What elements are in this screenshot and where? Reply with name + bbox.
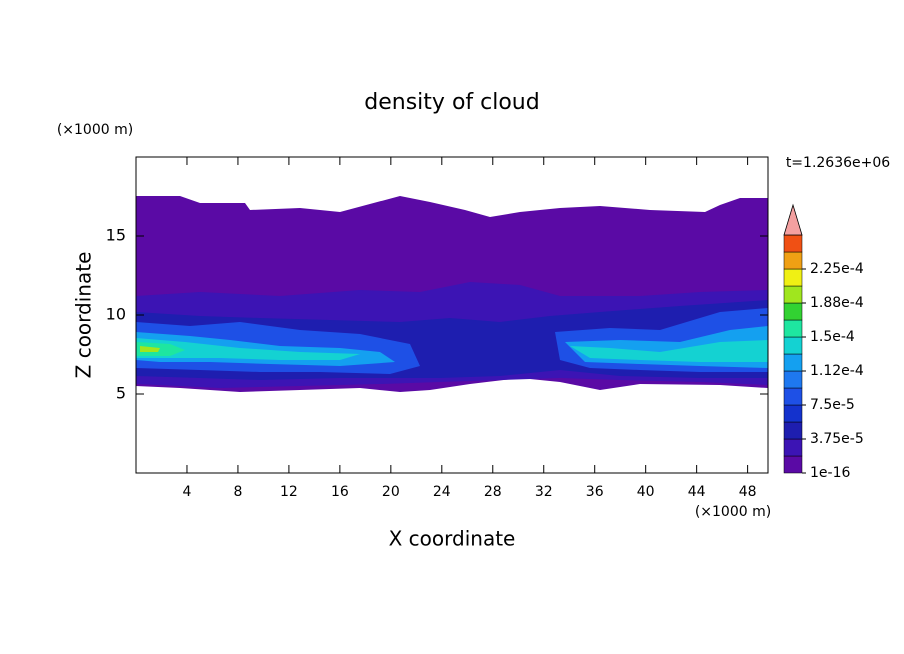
y-axis-label: Z coordinate (72, 252, 96, 379)
contour-region (136, 342, 185, 356)
contour-region (570, 340, 768, 362)
x-tick-label: 32 (535, 484, 553, 500)
colorbar-band (783, 387, 803, 406)
colorbar-tick-label: 7.5e-5 (810, 397, 855, 413)
chart-title: density of cloud (364, 90, 539, 115)
x-axis-label: X coordinate (389, 527, 516, 551)
x-tick-label: 12 (280, 484, 298, 500)
colorbar-tick-label: 2.25e-4 (810, 261, 864, 277)
x-tick-label: 48 (739, 484, 757, 500)
x-tick-label: 20 (382, 484, 400, 500)
colorbar-band (783, 251, 803, 270)
colorbar-extend (783, 203, 803, 236)
colorbar-band (783, 319, 803, 338)
colorbar-band (783, 285, 803, 304)
colorbar-band (783, 455, 803, 474)
colorbar-band (783, 421, 803, 440)
contour-field (136, 196, 768, 392)
x-tick-label: 4 (183, 484, 192, 500)
x-tick-label: 44 (688, 484, 706, 500)
colorbar-band (783, 438, 803, 457)
colorbar-tick-label: 1e-16 (810, 465, 850, 481)
x-tick-label: 16 (331, 484, 349, 500)
x-tick-label: 8 (233, 484, 242, 500)
colorbar-band (783, 234, 803, 253)
colorbar-tick-label: 3.75e-5 (810, 431, 864, 447)
colorbar-band (783, 336, 803, 355)
time-label: t=1.2636e+06 (786, 155, 890, 171)
contour-region (140, 346, 160, 352)
contour-region (136, 338, 360, 360)
colorbar-band (783, 302, 803, 321)
colorbar-tick-label: 1.12e-4 (810, 363, 864, 379)
colorbar-band (783, 404, 803, 423)
colorbar-tick-label: 1.5e-4 (810, 329, 855, 345)
colorbar-band (783, 353, 803, 372)
colorbar-tick-label: 1.88e-4 (810, 295, 864, 311)
y-tick-label: 5 (116, 384, 126, 403)
colorbar-band (783, 370, 803, 389)
x-unit: (×1000 m) (695, 504, 771, 520)
x-tick-label: 24 (433, 484, 451, 500)
x-tick-label: 28 (484, 484, 502, 500)
x-tick-label: 40 (637, 484, 655, 500)
y-tick-label: 10 (106, 305, 126, 324)
colorbar-band (783, 268, 803, 287)
x-tick-label: 36 (586, 484, 604, 500)
y-unit: (×1000 m) (57, 122, 133, 138)
y-tick-label: 15 (106, 226, 126, 245)
